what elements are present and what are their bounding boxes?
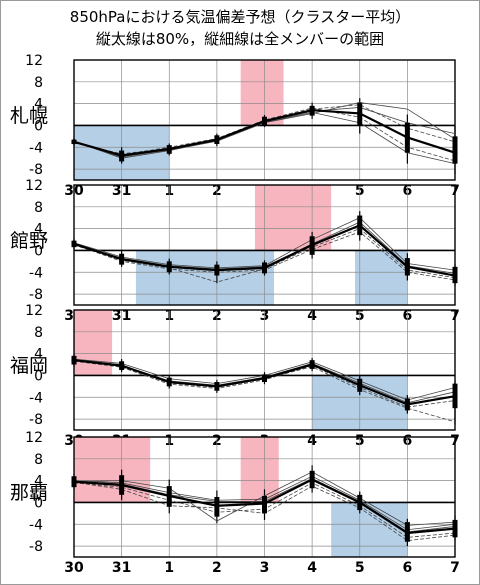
shade-cold-1-1 [135,250,275,305]
mean-point-1-8 [452,272,458,279]
y-tick-label-3-1: 8 [34,452,43,468]
y-tick-label-0-4: -4 [29,140,43,156]
mean-point-2-8 [452,393,458,399]
mean-point-3-7 [404,530,410,536]
mean-point-3-3 [214,503,220,509]
mean-point-0-2 [166,146,172,152]
shade-warm-3-1 [240,437,279,503]
mean-point-3-2 [166,493,172,499]
y-tick-label-3-5: -8 [29,539,43,555]
mean-point-3-8 [452,526,458,532]
mean-point-2-5 [309,361,315,368]
y-tick-label-2-0: 12 [25,303,43,319]
y-tick-label-3-2: 4 [34,474,43,490]
y-tick-label-1-5: -8 [29,287,43,303]
mean-point-3-0 [71,479,77,485]
mean-point-1-7 [404,264,410,270]
x-tick-label-3-2: 1 [164,560,174,576]
mean-point-3-5 [309,476,315,483]
x-tick-label-3-3: 2 [212,560,222,576]
y-tick-label-3-3: 0 [34,495,43,511]
plot-area-0 [73,59,456,181]
chart-title: 850hPaにおける気温偏差予想（クラスター平均） [69,8,411,26]
mean-point-0-0 [71,139,77,145]
y-tick-label-1-1: 8 [34,200,43,216]
x-tick-label-3-6: 5 [355,560,365,576]
mean-point-0-1 [119,152,125,159]
mean-point-2-0 [71,357,77,363]
shade-warm-0-1 [240,60,284,126]
mean-point-0-6 [357,110,363,117]
mean-point-2-6 [357,382,363,388]
y-tick-label-1-2: 4 [34,222,43,238]
mean-point-1-6 [357,222,363,228]
station-label-1: 館野 [10,230,48,252]
mean-point-0-3 [214,137,220,143]
mean-point-0-5 [309,107,315,113]
mean-point-1-0 [71,241,77,247]
station-label-0: 札幌 [10,105,48,127]
station-label-3: 那覇 [10,482,48,504]
station-label-2: 福岡 [10,355,48,377]
member-line-0-3 [73,107,456,162]
mean-point-1-1 [119,256,125,262]
x-tick-label-3-4: 3 [260,560,270,576]
mean-point-2-3 [214,383,220,389]
shade-warm-3-0 [74,437,151,503]
y-tick-label-2-4: -4 [29,390,43,406]
y-tick-label-2-5: -8 [29,412,43,428]
mean-point-2-2 [166,379,172,385]
x-tick-label-3-8: 7 [450,560,460,576]
mean-point-0-4 [261,118,268,124]
plot-area-2 [73,309,456,431]
y-tick-label-2-1: 8 [34,325,43,341]
mean-point-3-6 [357,499,363,506]
shade-warm-1-0 [254,185,332,251]
shade-cold-3-2 [331,502,408,557]
mean-point-2-7 [404,401,410,407]
y-tick-label-0-1: 8 [34,75,43,91]
mean-point-1-3 [214,267,220,273]
y-tick-label-0-5: -8 [29,162,43,178]
x-tick-label-3-1: 31 [112,560,131,576]
y-tick-label-0-2: 4 [34,97,43,113]
y-tick-label-3-4: -4 [29,517,43,533]
x-tick-label-3-7: 6 [403,560,413,576]
mean-point-1-4 [261,265,268,271]
x-tick-label-3-5: 4 [307,560,317,576]
mean-point-0-7 [404,134,410,141]
y-tick-label-2-3: 0 [34,368,43,384]
y-tick-label-3-0: 12 [25,430,43,446]
x-tick-label-3-0: 30 [64,560,84,576]
mean-point-2-1 [119,363,125,369]
mean-point-3-1 [119,482,125,488]
chart-subtitle: 縦太線は80%，縦細線は全メンバーの範囲 [95,30,385,48]
y-tick-label-1-3: 0 [34,243,43,259]
mean-point-1-2 [166,264,172,270]
mean-point-2-4 [261,375,268,381]
y-tick-label-0-0: 12 [25,53,43,69]
mean-point-0-8 [452,150,458,156]
y-tick-label-0-3: 0 [34,118,43,134]
y-tick-label-2-2: 4 [34,347,43,363]
y-tick-label-1-4: -4 [29,265,43,281]
mean-point-1-5 [309,242,315,248]
plot-area-3 [73,436,456,558]
y-tick-label-1-0: 12 [25,178,43,194]
mean-point-3-4 [261,500,268,507]
